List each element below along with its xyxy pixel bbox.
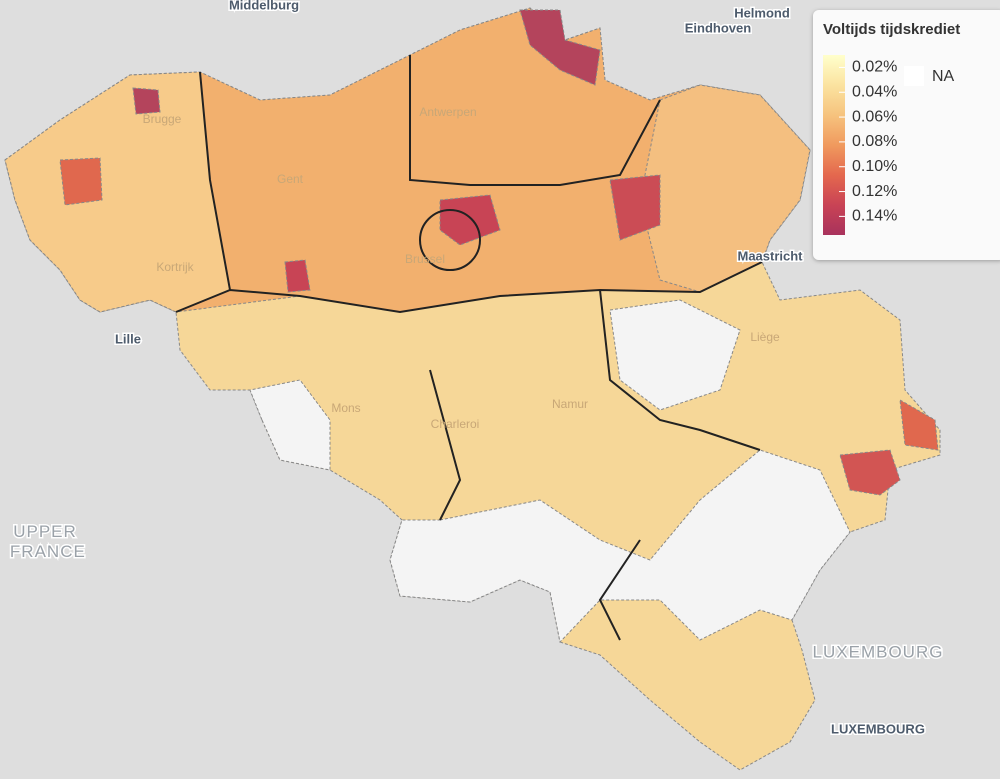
flanders-west (4, 71, 231, 313)
place-label: Antwerpen (419, 105, 476, 119)
legend-box (813, 10, 1000, 260)
hotspot (284, 259, 311, 293)
legend (813, 10, 1000, 260)
hotspot (899, 399, 939, 451)
place-label: Liège (750, 330, 780, 344)
place-label: Maastricht (737, 248, 803, 263)
legend-title: Voltijds tijdskrediet (823, 21, 960, 38)
hotspot (59, 157, 103, 206)
legend-tick-label: 0.12% (852, 183, 897, 200)
legend-tick-label: 0.14% (852, 208, 897, 225)
place-label: Brussel (405, 252, 445, 266)
country (4, 7, 941, 771)
legend-tick-label: 0.02% (852, 59, 897, 76)
place-label: UPPER FRANCE (4, 522, 86, 561)
place-label: Helmond (734, 5, 790, 20)
region-border (175, 261, 763, 314)
na-east (609, 299, 741, 411)
place-label: Middelburg (229, 0, 299, 12)
na-south (389, 449, 851, 644)
color-bar (823, 55, 845, 235)
legend-tick-label: 0.10% (852, 158, 897, 175)
place-label: Mons (331, 401, 360, 415)
hotspot (519, 9, 601, 86)
legend-tick-label: 0.08% (852, 133, 897, 150)
legend-tick-label: 0.04% (852, 83, 897, 100)
hotspot (839, 449, 901, 496)
place-label: LUXEMBOURG (831, 721, 925, 736)
hotspot (439, 194, 501, 246)
na-swatch (904, 66, 924, 86)
place-label: Charleroi (431, 417, 480, 431)
legend-ticks: 0.02% 0.04% 0.06% 0.08% 0.10% 0.12% 0.14% (839, 59, 897, 225)
legend-tick-label: 0.06% (852, 108, 897, 125)
limburg (639, 84, 811, 293)
place-label: Brugge (143, 112, 182, 126)
na-label: NA (932, 68, 955, 85)
place-label: Lille (115, 331, 141, 346)
place-label: Kortrijk (156, 260, 194, 274)
place-label: Namur (552, 397, 588, 411)
place-label: LUXEMBOURG (813, 642, 944, 661)
hotspot (609, 174, 661, 241)
place-label: Eindhoven (685, 20, 752, 35)
hotspot (132, 87, 161, 115)
na-west (249, 379, 331, 471)
province-border (199, 55, 761, 641)
borders (175, 55, 763, 641)
place-label: Gent (277, 172, 304, 186)
